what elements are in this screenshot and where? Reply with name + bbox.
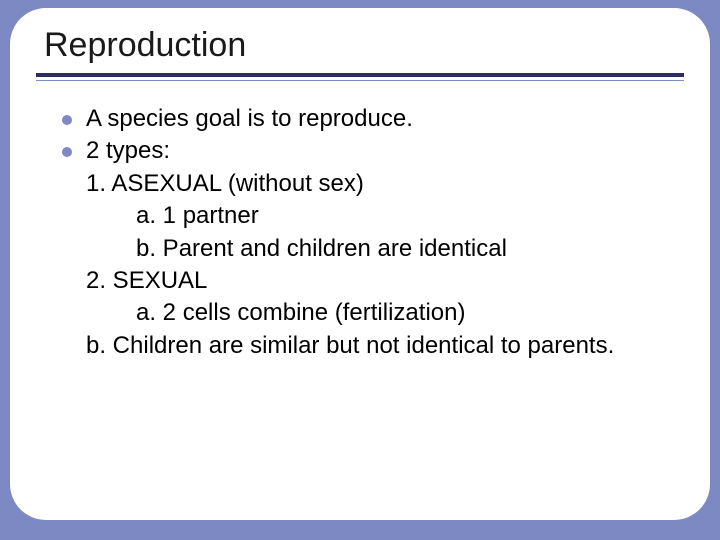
list-item: 2. SEXUAL <box>86 265 682 297</box>
list-item-text: b. Parent and children are identical <box>136 235 507 262</box>
list-item-text: 2. SEXUAL <box>86 267 207 294</box>
list-item: A species goal is to reproduce. <box>62 103 682 135</box>
list-item-text: b. Children are similar but not identica… <box>86 332 614 359</box>
slide-title: Reproduction <box>44 26 682 65</box>
list-item: b. Parent and children are identical <box>136 233 682 265</box>
list-item: 1. ASEXUAL (without sex) <box>86 168 682 200</box>
slide-card: Reproduction A species goal is to reprod… <box>10 8 710 520</box>
list-item: 2 types: <box>62 135 682 167</box>
list-item-text: 2 types: <box>86 135 682 167</box>
list-item: a. 1 partner <box>136 200 682 232</box>
list-item-text: A species goal is to reproduce. <box>86 103 682 135</box>
divider-thin <box>36 80 684 81</box>
list-item-text: a. 1 partner <box>136 202 259 229</box>
slide-content: A species goal is to reproduce. 2 types:… <box>62 103 682 362</box>
bullet-icon <box>62 115 72 125</box>
list-item-text: 1. ASEXUAL (without sex) <box>86 170 364 197</box>
divider-thick <box>36 73 684 77</box>
list-item: a. 2 cells combine (fertilization) <box>136 297 682 329</box>
bullet-icon <box>62 147 72 157</box>
list-item-text: a. 2 cells combine (fertilization) <box>136 299 465 326</box>
list-item: b. Children are similar but not identica… <box>86 330 682 362</box>
